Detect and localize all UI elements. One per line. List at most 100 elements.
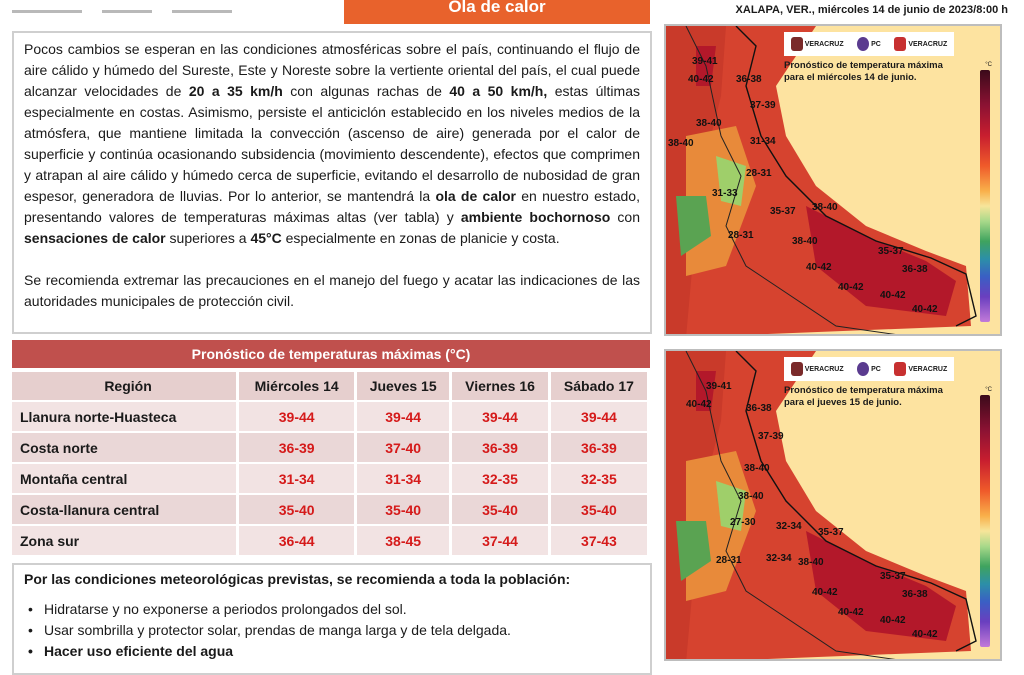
- agency-logos: VERACRUZ PC VERACRUZ: [784, 357, 954, 381]
- table-header-row: Región Miércoles 14 Jueves 15 Viernes 16 Sáb…: [12, 372, 650, 400]
- temperature-cell: 31-34: [357, 464, 453, 493]
- intro-highlight: 20 a 35 km/h: [188, 83, 283, 99]
- intro-highlight: sensaciones de calor: [24, 230, 166, 246]
- temperature-cell: 37-44: [452, 526, 551, 555]
- map-temperature-label: 28-31: [728, 230, 754, 241]
- map-caption: Pronóstico de temperatura máxima para el…: [784, 385, 943, 408]
- map-temperature-label: 37-39: [758, 431, 784, 442]
- region-cell: Costa norte: [12, 433, 240, 462]
- map-temperature-label: 40-42: [806, 262, 832, 273]
- map-temperature-label: 38-40: [812, 202, 838, 213]
- logo-gobierno: VERACRUZ: [790, 362, 844, 376]
- temperature-colorbar: [980, 70, 990, 322]
- recommendation-item: Hidratarse y no exponerse a periodos pro…: [24, 599, 640, 620]
- map-temperature-label: 39-41: [692, 56, 718, 67]
- map-temperature-label: 40-42: [912, 304, 938, 315]
- logo-veracruz: VERACRUZ: [894, 362, 947, 376]
- column-header: Región: [12, 372, 240, 400]
- temperature-cell: 39-44: [550, 402, 650, 431]
- map-temperature-label: 36-38: [902, 264, 928, 275]
- map-temperature-label: 36-38: [746, 403, 772, 414]
- map-temperature-label: 32-34: [776, 521, 802, 532]
- recommendation-item: Hacer uso eficiente del agua: [24, 641, 640, 662]
- region-cell: Llanura norte-Huasteca: [12, 402, 240, 431]
- map-caption: Pronóstico de temperatura máxima para el…: [784, 60, 943, 83]
- temperature-cell: 36-39: [452, 433, 551, 462]
- logo-text: VERACRUZ: [908, 40, 948, 48]
- map-temperature-label: 38-40: [696, 118, 722, 129]
- recommendations-lead: Por las condiciones meteorológicas previ…: [24, 571, 571, 587]
- logo-text: PC: [871, 365, 881, 373]
- logo-veracruz: VERACRUZ: [894, 37, 947, 51]
- logo-proteccion-civil: PC: [857, 37, 881, 51]
- temperature-cell: 39-44: [239, 402, 358, 431]
- temperature-table: Región Miércoles 14 Jueves 15 Viernes 16 Sáb…: [12, 370, 650, 557]
- map-temperature-label: 32-34: [766, 553, 792, 564]
- recommendations-list: Hidratarse y no exponerse a periodos pro…: [24, 599, 640, 662]
- intro-highlight: 45°C: [250, 230, 282, 246]
- recommendation-item: Usar sombrilla y protector solar, prenda…: [24, 620, 640, 641]
- forecast-map-thursday: VERACRUZ PC VERACRUZ Pronóstico de temperat…: [664, 349, 1002, 661]
- emblem-icon: [857, 362, 870, 376]
- table-row: Zona sur 36-44 38-45 37-44 37-43: [12, 526, 650, 555]
- heart-icon: [894, 362, 907, 376]
- temperature-cell: 37-43: [550, 526, 650, 555]
- map-temperature-label: 37-39: [750, 100, 776, 111]
- intro-highlight: 40 a 50 km/h,: [449, 83, 548, 99]
- intro-run: superiores a: [165, 230, 251, 246]
- table-row: Llanura norte-Huasteca 39-44 39-44 39-44 39-…: [12, 402, 650, 431]
- terrain-map: [666, 351, 1000, 659]
- map-temperature-label: 40-42: [880, 290, 906, 301]
- table-row: Montaña central 31-34 31-34 32-35 32-35: [12, 464, 650, 493]
- emblem-icon: [857, 37, 870, 51]
- intro-run: con algunas rachas de: [282, 83, 450, 99]
- table-title: Pronóstico de temperaturas máximas (°C): [12, 340, 650, 368]
- temperature-cell: 38-45: [357, 526, 453, 555]
- map-temperature-label: 40-42: [838, 607, 864, 618]
- table-body: Llanura norte-Huasteca 39-44 39-44 39-44 39-…: [12, 402, 650, 555]
- intro-text-box: Pocos cambios se esperan en las condicio…: [12, 31, 652, 334]
- map-temperature-label: 38-40: [792, 236, 818, 247]
- map-temperature-label: 31-33: [712, 188, 738, 199]
- map-temperature-label: 27-30: [730, 517, 756, 528]
- colorbar-unit: °C: [985, 62, 992, 68]
- intro-run: especialmente en zonas de planicie y cos…: [281, 230, 560, 246]
- map-temperature-label: 40-42: [838, 282, 864, 293]
- forecast-map-wednesday: VERACRUZ PC VERACRUZ Pronóstico de temperat…: [664, 24, 1002, 336]
- map-temperature-label: 40-42: [912, 629, 938, 640]
- temperature-colorbar: [980, 395, 990, 647]
- region-cell: Zona sur: [12, 526, 240, 555]
- map-temperature-label: 31-34: [750, 136, 776, 147]
- temperature-cell: 32-35: [550, 464, 650, 493]
- map-temperature-label: 36-38: [736, 74, 762, 85]
- temperature-cell: 36-39: [550, 433, 650, 462]
- temperature-cell: 35-40: [452, 495, 551, 524]
- map-temperature-label: 35-37: [878, 246, 904, 257]
- temperature-cell: 32-35: [452, 464, 551, 493]
- table-row: Costa-llanura central 35-40 35-40 35-40 35-4…: [12, 495, 650, 524]
- column-header: Jueves 15: [357, 372, 453, 400]
- dateline: XALAPA, VER., miércoles 14 de junio de 2…: [735, 4, 1008, 16]
- column-header: Viernes 16: [452, 372, 551, 400]
- temperature-cell: 31-34: [239, 464, 358, 493]
- temperature-cell: 35-40: [239, 495, 358, 524]
- temperature-cell: 39-44: [452, 402, 551, 431]
- column-header: Miércoles 14: [239, 372, 358, 400]
- intro-paragraph: Pocos cambios se esperan en las condicio…: [24, 39, 640, 249]
- banner-title: Ola de calor: [448, 0, 546, 16]
- map-temperature-label: 40-42: [880, 615, 906, 626]
- map-temperature-label: 38-40: [798, 557, 824, 568]
- shield-icon: [790, 37, 803, 51]
- intro-recommendation: Se recomienda extremar las precauciones …: [24, 272, 640, 309]
- map-temperature-label: 40-42: [686, 399, 712, 410]
- logo-text: VERACRUZ: [804, 365, 844, 373]
- temperature-cell: 35-40: [550, 495, 650, 524]
- intro-run: estas últimas especialmente en costas. A…: [24, 83, 640, 204]
- temperature-cell: 37-40: [357, 433, 453, 462]
- logo-proteccion-civil: PC: [857, 362, 881, 376]
- temperature-cell: 35-40: [357, 495, 453, 524]
- page-banner: Ola de calor: [344, 0, 650, 24]
- terrain-map: [666, 26, 1000, 334]
- map-temperature-label: 35-37: [818, 527, 844, 538]
- map-temperature-label: 38-40: [738, 491, 764, 502]
